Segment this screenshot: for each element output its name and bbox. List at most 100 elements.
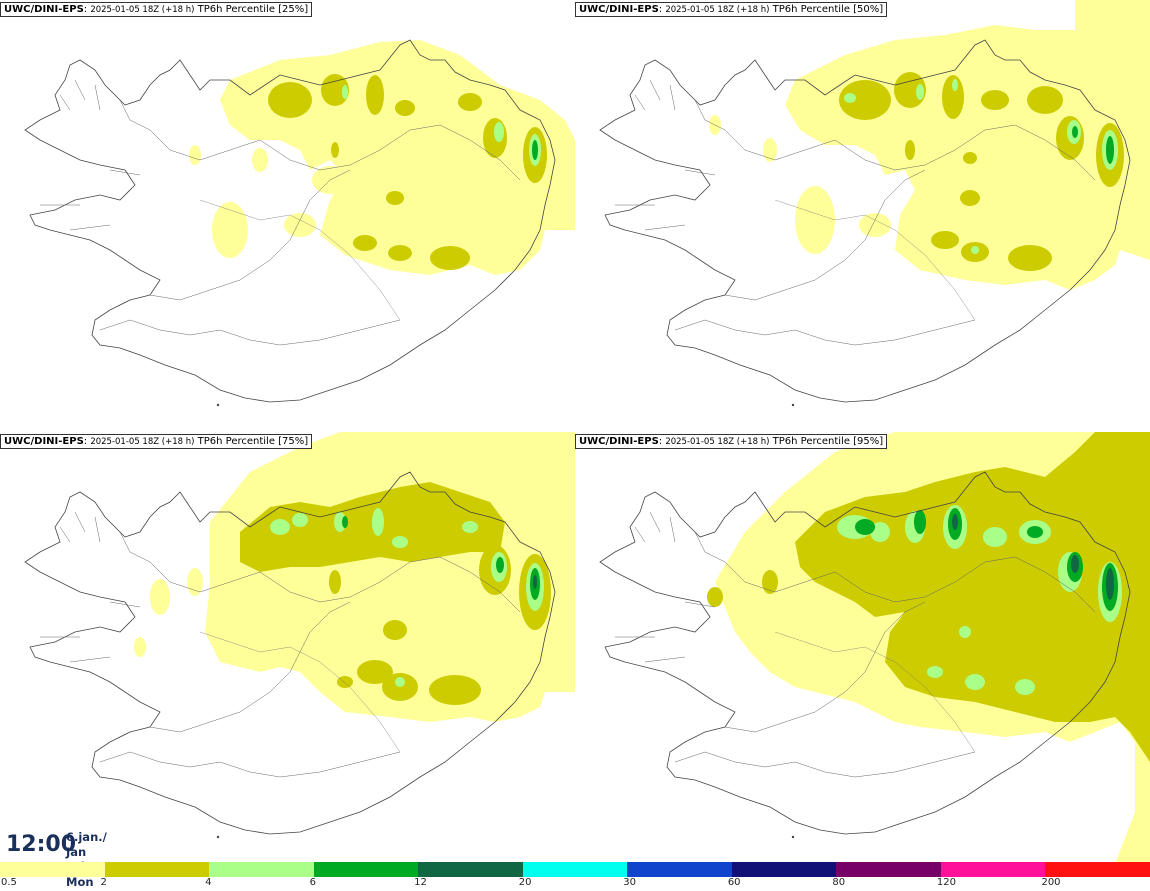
legend-label: 30 (623, 877, 636, 888)
precip-area (905, 140, 915, 160)
precip-area (189, 145, 201, 165)
precip-area (329, 570, 341, 594)
precip-area (916, 84, 924, 100)
precip-area (1015, 679, 1035, 695)
precip-area (952, 79, 958, 91)
legend-swatch (940, 862, 1046, 877)
precip-6-12-areas (532, 140, 538, 160)
legend-swatch (0, 862, 105, 877)
precip-map-p50 (599, 0, 1150, 407)
legend-label: 0.5 (1, 877, 17, 888)
legend-label: 20 (518, 877, 532, 888)
precip-area (981, 90, 1009, 110)
precip-05-2-areas (709, 0, 1150, 290)
precip-area (785, 0, 1150, 290)
precip-area (1027, 86, 1063, 114)
precip-05-2-areas (189, 40, 575, 275)
precip-area (342, 85, 348, 99)
panel-title-p50: UWC/DINI-EPS: 2025-01-05 18Z (+18 h) TP6… (575, 2, 888, 17)
legend-label: 60 (727, 877, 741, 888)
precip-area (952, 514, 958, 530)
precip-area (496, 557, 504, 573)
precip-area (971, 246, 979, 254)
valid-time: 12:00 (6, 832, 77, 857)
legend-swatch (209, 862, 314, 877)
precip-12-20-areas (533, 575, 537, 589)
precip-area (342, 516, 348, 528)
precip-area (1071, 555, 1079, 573)
legend-label: 4 (205, 877, 212, 888)
legend-swatch (731, 862, 837, 877)
precip-area (429, 675, 481, 705)
precip-area (395, 100, 415, 116)
precip-area (1106, 568, 1114, 600)
precip-map-p75 (24, 432, 575, 839)
precip-area (395, 677, 405, 687)
panel-title-p75: UWC/DINI-EPS: 2025-01-05 18Z (+18 h) TP6… (0, 434, 313, 449)
precip-area (212, 202, 248, 258)
precip-area (795, 186, 835, 254)
precip-area (150, 579, 170, 615)
map-panel-p50: UWC/DINI-EPS: 2025-01-05 18Z (+18 h) TP6… (575, 0, 1150, 432)
precip-area (965, 674, 985, 690)
panel-title-p25: UWC/DINI-EPS: 2025-01-05 18Z (+18 h) TP6… (0, 2, 313, 17)
legend-swatch (522, 862, 628, 877)
precip-6-12-areas (1072, 126, 1114, 164)
map-panel-p75: UWC/DINI-EPS: 2025-01-05 18Z (+18 h) TP6… (0, 432, 575, 864)
legend-label: 12 (414, 877, 427, 888)
legend-swatch (627, 862, 732, 877)
precip-area (134, 637, 146, 657)
precip-area (532, 140, 538, 160)
precip-area (762, 570, 778, 594)
precip-area (357, 660, 393, 684)
map-panel-p25: UWC/DINI-EPS: 2025-01-05 18Z (+18 h) TP6… (0, 0, 575, 432)
map-panel-p95: UWC/DINI-EPS: 2025-01-05 18Z (+18 h) TP6… (575, 432, 1150, 864)
valid-date-line1: 6.jan./ Jan (66, 830, 107, 859)
precip-area (931, 231, 959, 249)
precip-area (844, 93, 856, 103)
legend-label: 2 (100, 877, 107, 888)
precip-area (386, 191, 404, 205)
legend-label: 80 (832, 877, 846, 888)
precip-area (284, 213, 316, 237)
legend-label: 120 (936, 877, 956, 888)
precip-area (1008, 245, 1052, 271)
precip-area (252, 148, 268, 172)
precip-area (366, 75, 384, 115)
precip-map-p25 (24, 39, 575, 407)
precip-area (292, 513, 308, 527)
precip-area (383, 620, 407, 640)
legend-swatch (104, 862, 210, 877)
precip-2-4-areas (839, 72, 1124, 271)
precip-area (707, 587, 723, 607)
precip-area (942, 75, 964, 119)
precip-area (392, 536, 408, 548)
precip-area (859, 213, 891, 237)
precip-area (1027, 526, 1043, 538)
precip-area (839, 80, 891, 120)
legend-color-bar (0, 862, 1150, 877)
precip-area (1106, 136, 1114, 164)
precip-area (533, 575, 537, 589)
precip-area (983, 527, 1007, 547)
precip-area (462, 521, 478, 533)
precip-area (270, 519, 290, 535)
precip-area (331, 142, 339, 158)
precip-area (959, 626, 971, 638)
legend-swatch (418, 862, 523, 877)
precip-area (220, 40, 575, 275)
legend-label: 200 (1041, 877, 1061, 888)
legend-swatch (313, 862, 419, 877)
precip-area (763, 138, 777, 162)
precip-area (927, 666, 943, 678)
precip-area (963, 152, 977, 164)
precip-area (494, 122, 504, 142)
panel-title-p95: UWC/DINI-EPS: 2025-01-05 18Z (+18 h) TP6… (575, 434, 888, 449)
precip-area (430, 246, 470, 270)
precip-map-p95 (599, 432, 1150, 864)
precip-area (855, 519, 875, 535)
legend-swatch (1045, 862, 1150, 877)
precip-area (1072, 126, 1078, 138)
precip-area (334, 512, 346, 532)
precip-area (914, 510, 926, 534)
